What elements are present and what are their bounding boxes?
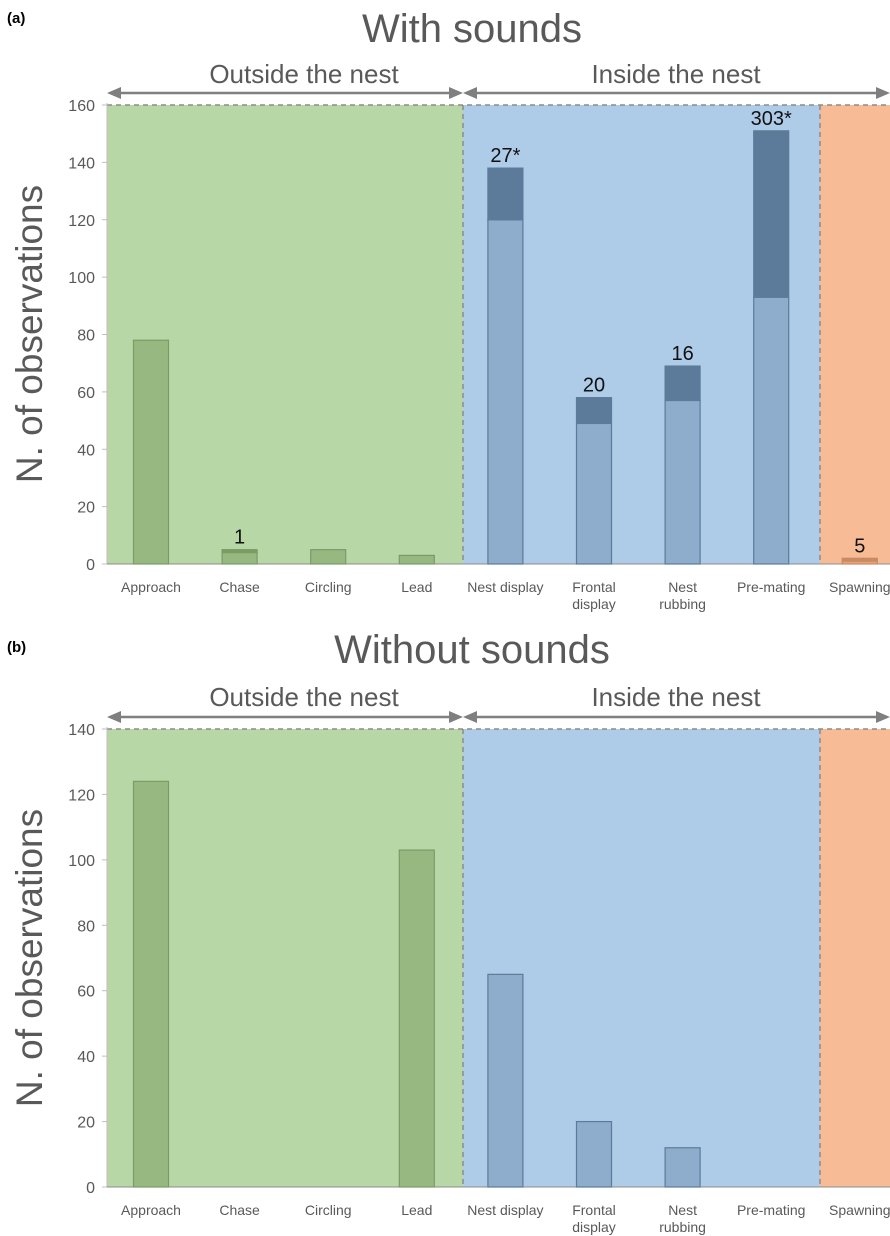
x-tick-label: Chase <box>219 1202 260 1218</box>
bar-data-label: 16 <box>671 343 693 365</box>
panel-letter: (b) <box>7 639 26 656</box>
bar-data-label: 303* <box>751 108 792 130</box>
y-tick-label: 120 <box>68 787 95 804</box>
bar-stack <box>575 397 613 425</box>
x-tick-label: Lead <box>401 579 432 595</box>
inside-nest-label: Inside the nest <box>591 682 761 712</box>
panel-letter: (a) <box>7 10 25 27</box>
bar-base <box>132 780 170 1188</box>
spawning-region <box>820 729 890 1187</box>
x-tick-label: Lead <box>401 1202 432 1218</box>
chart-panel-b: 0 20 40 60 80 100 120 140 N. of observations (b) W… <box>7 628 890 1235</box>
bar-base <box>753 296 790 565</box>
bar-base <box>132 339 170 565</box>
y-tick-label: 0 <box>86 1180 95 1197</box>
bar-data-label: 27* <box>490 145 520 167</box>
y-tick-label: 80 <box>77 328 95 345</box>
bar-base <box>310 549 347 565</box>
outside-nest-arrowhead-left <box>107 711 121 723</box>
y-tick-label: 140 <box>68 722 95 739</box>
x-tick-label: Spawning <box>829 1202 890 1218</box>
bar-base <box>398 849 435 1188</box>
outside-nest-arrowhead-right <box>449 87 463 99</box>
bar-stack <box>841 557 878 562</box>
bar-base <box>221 551 258 565</box>
x-tick-label: Approach <box>121 579 181 595</box>
x-tick-label: rubbing <box>659 1219 706 1235</box>
bar-base <box>575 422 613 565</box>
inside-nest-arrowhead-left <box>463 711 477 723</box>
spawning-region <box>820 105 890 564</box>
bar-base <box>398 554 435 565</box>
y-tick-label: 40 <box>77 1049 95 1066</box>
y-tick-label: 0 <box>86 557 95 574</box>
y-tick-label: 60 <box>77 385 95 402</box>
x-tick-label: Pre-mating <box>737 1202 805 1218</box>
y-tick-label: 120 <box>68 213 95 230</box>
x-tick-label: Circling <box>305 1202 352 1218</box>
inside-nest-arrowhead-right <box>876 711 890 723</box>
y-tick-label: 20 <box>77 1115 95 1132</box>
inside-nest-label: Inside the nest <box>591 59 761 89</box>
x-tick-label: Circling <box>305 579 352 595</box>
bar-base <box>487 973 524 1188</box>
x-tick-label: Nest <box>668 1202 697 1218</box>
bar-base <box>664 399 701 565</box>
inside-nest-arrowhead-left <box>463 87 477 99</box>
x-tick-label: Frontal <box>572 1202 616 1218</box>
y-tick-label: 40 <box>77 442 95 459</box>
x-tick-label: rubbing <box>659 596 706 612</box>
y-tick-label: 100 <box>68 853 95 870</box>
chart-title: With sounds <box>362 7 582 51</box>
bar-data-label: 5 <box>854 535 865 557</box>
y-tick-label: 80 <box>77 918 95 935</box>
chart-title: Without sounds <box>334 628 610 672</box>
bar-stack <box>487 167 524 221</box>
x-tick-label: Nest display <box>467 1202 543 1218</box>
outside-nest-arrowhead-left <box>107 87 121 99</box>
y-tick-label: 140 <box>68 155 95 172</box>
x-tick-label: Pre-mating <box>737 579 805 595</box>
x-tick-label: Spawning <box>829 579 890 595</box>
bar-stack <box>753 130 790 298</box>
outside-nest-label: Outside the nest <box>209 682 399 712</box>
y-tick-label: 160 <box>68 98 95 115</box>
inside-nest-arrowhead-right <box>876 87 890 99</box>
bar-stack <box>664 365 701 402</box>
outside-nest-label: Outside the nest <box>209 59 399 89</box>
x-tick-label: Nest <box>668 579 697 595</box>
x-tick-label: display <box>572 596 616 612</box>
bar-base <box>664 1147 701 1188</box>
x-tick-label: Chase <box>219 579 260 595</box>
y-axis-label: N. of observations <box>9 185 50 483</box>
outside-nest-arrowhead-right <box>449 711 463 723</box>
x-tick-label: Approach <box>121 1202 181 1218</box>
bar-base <box>575 1120 613 1188</box>
bar-data-label: 20 <box>583 375 605 397</box>
bar-stack <box>221 549 258 554</box>
bar-base <box>487 219 524 565</box>
x-tick-label: Frontal <box>572 579 616 595</box>
x-tick-label: display <box>572 1219 616 1235</box>
y-tick-label: 100 <box>68 270 95 287</box>
y-axis-label: N. of observations <box>9 809 50 1107</box>
bar-data-label: 1 <box>234 527 245 549</box>
y-tick-label: 60 <box>77 984 95 1001</box>
y-tick-label: 20 <box>77 500 95 517</box>
x-tick-label: Nest display <box>467 579 543 595</box>
